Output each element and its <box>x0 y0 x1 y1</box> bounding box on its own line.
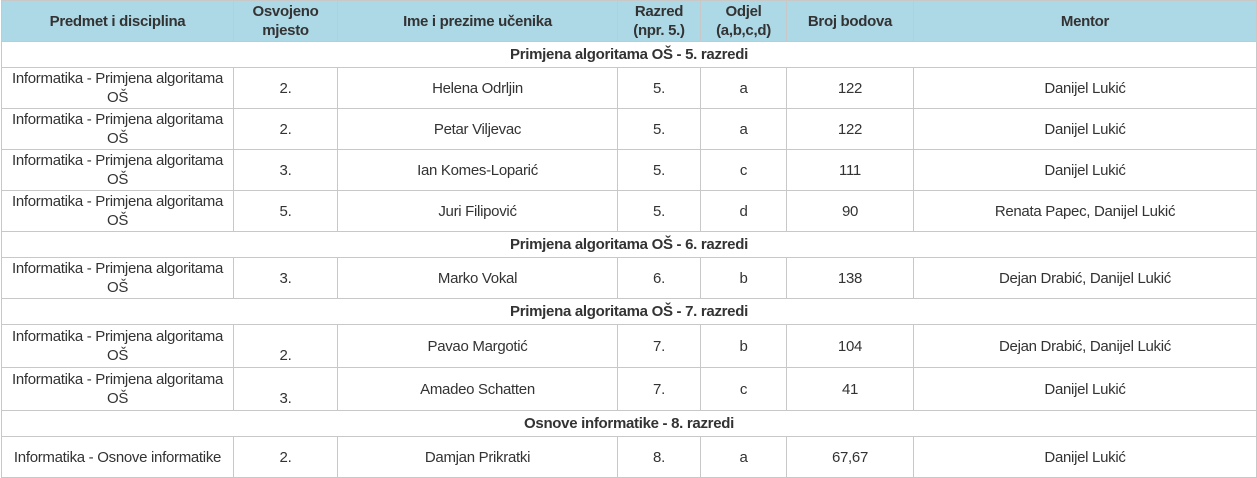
cell-class: b <box>700 257 787 299</box>
cell-class: c <box>700 149 787 191</box>
cell-place: 3. <box>233 149 338 191</box>
cell-mentor: Renata Papec, Danijel Lukić <box>913 190 1257 232</box>
section-header-row: Osnove informatike - 8. razredi <box>1 410 1257 437</box>
cell-grade: 5. <box>617 149 701 191</box>
cell-grade: 5. <box>617 67 701 109</box>
header-mentor: Mentor <box>913 0 1257 42</box>
table-row: Informatika - Osnove informatike 2. Damjan… <box>1 436 1257 478</box>
cell-class: a <box>700 67 787 109</box>
cell-grade: 5. <box>617 190 701 232</box>
cell-class: a <box>700 108 787 150</box>
cell-place: 3. <box>233 367 338 411</box>
cell-grade: 6. <box>617 257 701 299</box>
header-student-name: Ime i prezime učenika <box>337 0 618 42</box>
cell-mentor: Dejan Drabić, Danijel Lukić <box>913 324 1257 368</box>
cell-place: 2. <box>233 436 338 478</box>
cell-student-name: Helena Odrljin <box>337 67 618 109</box>
cell-student-name: Damjan Prikratki <box>337 436 618 478</box>
cell-place: 2. <box>233 67 338 109</box>
cell-subject: Informatika - Primjena algoritama OŠ <box>1 149 234 191</box>
cell-subject: Informatika - Primjena algoritama OŠ <box>1 257 234 299</box>
cell-class: b <box>700 324 787 368</box>
header-class: Odjel (a,b,c,d) <box>700 0 787 42</box>
cell-points: 122 <box>786 108 914 150</box>
header-subject: Predmet i disciplina <box>1 0 234 42</box>
table-row: Informatika - Primjena algoritama OŠ 2. Pa… <box>1 324 1257 368</box>
cell-grade: 7. <box>617 324 701 368</box>
section-title: Primjena algoritama OŠ - 5. razredi <box>1 41 1257 68</box>
cell-mentor: Danijel Lukić <box>913 149 1257 191</box>
cell-subject: Informatika - Primjena algoritama OŠ <box>1 67 234 109</box>
section-header-row: Primjena algoritama OŠ - 6. razredi <box>1 231 1257 258</box>
cell-grade: 8. <box>617 436 701 478</box>
cell-student-name: Petar Viljevac <box>337 108 618 150</box>
header-place: Osvojeno mjesto <box>233 0 338 42</box>
cell-class: c <box>700 367 787 411</box>
cell-student-name: Marko Vokal <box>337 257 618 299</box>
section-header-row: Primjena algoritama OŠ - 7. razredi <box>1 298 1257 325</box>
table-row: Informatika - Primjena algoritama OŠ 3. Ia… <box>1 149 1257 191</box>
cell-place: 2. <box>233 324 338 368</box>
cell-points: 41 <box>786 367 914 411</box>
table-row: Informatika - Primjena algoritama OŠ 3. Am… <box>1 367 1257 411</box>
cell-points: 122 <box>786 67 914 109</box>
section-title: Primjena algoritama OŠ - 7. razredi <box>1 298 1257 325</box>
cell-class: a <box>700 436 787 478</box>
cell-grade: 5. <box>617 108 701 150</box>
cell-mentor: Danijel Lukić <box>913 367 1257 411</box>
table-row: Informatika - Primjena algoritama OŠ 5. Ju… <box>1 190 1257 232</box>
cell-student-name: Pavao Margotić <box>337 324 618 368</box>
cell-student-name: Juri Filipović <box>337 190 618 232</box>
cell-subject: Informatika - Primjena algoritama OŠ <box>1 108 234 150</box>
header-row: Predmet i disciplina Osvojeno mjesto Ime i… <box>1 0 1257 42</box>
cell-points: 67,67 <box>786 436 914 478</box>
cell-subject: Informatika - Primjena algoritama OŠ <box>1 324 234 368</box>
cell-points: 138 <box>786 257 914 299</box>
cell-points: 90 <box>786 190 914 232</box>
table-row: Informatika - Primjena algoritama OŠ 2. He… <box>1 67 1257 109</box>
cell-mentor: Danijel Lukić <box>913 108 1257 150</box>
cell-student-name: Amadeo Schatten <box>337 367 618 411</box>
cell-place: 2. <box>233 108 338 150</box>
cell-student-name: Ian Komes-Loparić <box>337 149 618 191</box>
header-grade: Razred (npr. 5.) <box>617 0 701 42</box>
section-title: Primjena algoritama OŠ - 6. razredi <box>1 231 1257 258</box>
cell-subject: Informatika - Osnove informatike <box>1 436 234 478</box>
cell-place: 3. <box>233 257 338 299</box>
section-header-row: Primjena algoritama OŠ - 5. razredi <box>1 41 1257 68</box>
cell-subject: Informatika - Primjena algoritama OŠ <box>1 367 234 411</box>
table-row: Informatika - Primjena algoritama OŠ 3. Ma… <box>1 257 1257 299</box>
header-points: Broj bodova <box>786 0 914 42</box>
table-row: Informatika - Primjena algoritama OŠ 2. Pe… <box>1 108 1257 150</box>
cell-points: 111 <box>786 149 914 191</box>
cell-grade: 7. <box>617 367 701 411</box>
cell-mentor: Danijel Lukić <box>913 67 1257 109</box>
cell-mentor: Danijel Lukić <box>913 436 1257 478</box>
cell-subject: Informatika - Primjena algoritama OŠ <box>1 190 234 232</box>
cell-mentor: Dejan Drabić, Danijel Lukić <box>913 257 1257 299</box>
section-title: Osnove informatike - 8. razredi <box>1 410 1257 437</box>
cell-class: d <box>700 190 787 232</box>
cell-points: 104 <box>786 324 914 368</box>
cell-place: 5. <box>233 190 338 232</box>
